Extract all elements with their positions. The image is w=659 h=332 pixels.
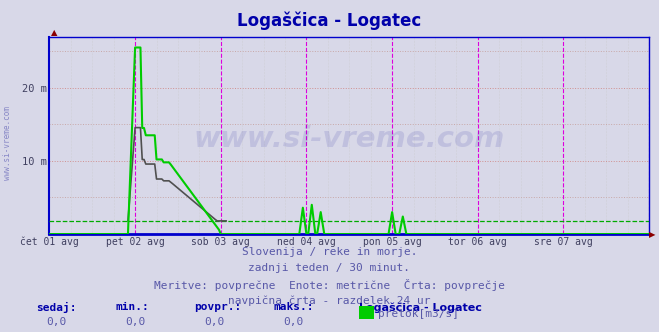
Text: Slovenija / reke in morje.: Slovenija / reke in morje. bbox=[242, 247, 417, 257]
Text: zadnji teden / 30 minut.: zadnji teden / 30 minut. bbox=[248, 263, 411, 273]
Text: navpična črta - razdelek 24 ur: navpična črta - razdelek 24 ur bbox=[228, 295, 431, 306]
Text: 0,0: 0,0 bbox=[204, 317, 225, 327]
Text: min.:: min.: bbox=[115, 302, 149, 312]
Text: ▲: ▲ bbox=[51, 28, 58, 37]
Text: Meritve: povprečne  Enote: metrične  Črta: povprečje: Meritve: povprečne Enote: metrične Črta:… bbox=[154, 279, 505, 291]
Text: Logaščica - Logatec: Logaščica - Logatec bbox=[359, 302, 482, 313]
Text: povpr.:: povpr.: bbox=[194, 302, 242, 312]
Text: sedaj:: sedaj: bbox=[36, 302, 76, 313]
Text: Logaščica - Logatec: Logaščica - Logatec bbox=[237, 12, 422, 30]
Text: 0,0: 0,0 bbox=[283, 317, 304, 327]
Text: www.si-vreme.com: www.si-vreme.com bbox=[194, 125, 505, 153]
Text: 0,0: 0,0 bbox=[46, 317, 67, 327]
Text: 0,0: 0,0 bbox=[125, 317, 146, 327]
Text: ▶: ▶ bbox=[649, 229, 656, 239]
Text: www.si-vreme.com: www.si-vreme.com bbox=[3, 106, 13, 180]
Text: pretok[m3/s]: pretok[m3/s] bbox=[378, 309, 459, 319]
Text: maks.:: maks.: bbox=[273, 302, 314, 312]
